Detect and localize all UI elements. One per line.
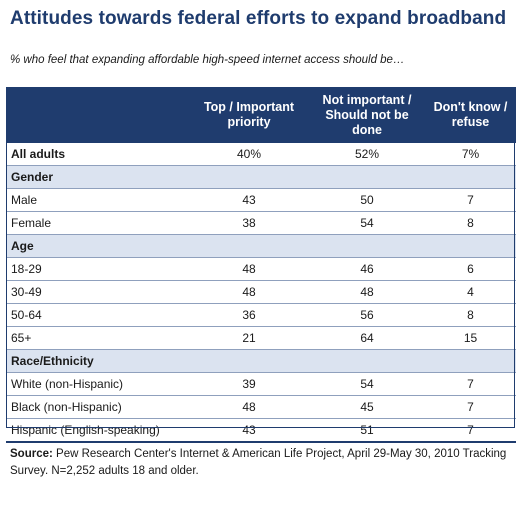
table-row: 65+ 21 64 15 [6,326,516,350]
cell-value: 21 [189,326,309,350]
cell-value: 4 [425,280,516,304]
table-row: 50-64 36 56 8 [6,303,516,327]
row-label: White (non-Hispanic) [6,372,189,396]
cell-value: 7 [425,418,516,443]
chart-title: Attitudes towards federal efforts to exp… [10,8,507,29]
cell-value: 15 [425,326,516,350]
cell-value: 40% [189,143,309,166]
cell-value: 36 [189,303,309,327]
cell-value: 43 [189,418,309,443]
row-label: Age [6,234,516,258]
cell-value: 64 [309,326,425,350]
section-header-row: Race/Ethnicity [6,349,516,373]
table-row: Black (non-Hispanic) 48 45 7 [6,395,516,419]
row-label: 65+ [6,326,189,350]
table-row: White (non-Hispanic) 39 54 7 [6,372,516,396]
cell-value: 45 [309,395,425,419]
cell-value: 48 [189,257,309,281]
row-label: Black (non-Hispanic) [6,395,189,419]
cell-value: 48 [309,280,425,304]
row-label: 30-49 [6,280,189,304]
cell-value: 7 [425,395,516,419]
section-header-row: Gender [6,165,516,189]
header-row: Top / Important priority Not important /… [6,87,516,143]
table-row: Hispanic (English-speaking) 43 51 7 [6,418,516,443]
row-label: All adults [6,143,189,166]
cell-value: 7% [425,143,516,166]
cell-value: 54 [309,372,425,396]
cell-value: 54 [309,211,425,235]
cell-value: 50 [309,188,425,212]
cell-value: 8 [425,303,516,327]
row-label: 50-64 [6,303,189,327]
cell-value: 38 [189,211,309,235]
row-label: Gender [6,165,516,189]
table-row: Female 38 54 8 [6,211,516,235]
total-row: All adults 40% 52% 7% [6,143,516,166]
cell-value: 8 [425,211,516,235]
table-row: 30-49 48 48 4 [6,280,516,304]
section-header-row: Age [6,234,516,258]
row-label: Race/Ethnicity [6,349,516,373]
table-body: All adults 40% 52% 7% Gender Male 43 50 7 Female 3… [6,143,516,443]
row-label: 18-29 [6,257,189,281]
chart-subtitle: % who feel that expanding affordable hig… [10,54,405,66]
cell-value: 6 [425,257,516,281]
cell-value: 51 [309,418,425,443]
header-blank [6,87,189,143]
column-header: Top / Important priority [189,87,309,143]
column-header: Not important / Should not be done [309,87,425,143]
results-table: Top / Important priority Not important /… [6,87,516,443]
cell-value: 7 [425,188,516,212]
source-note: Source: Pew Research Center's Internet &… [10,446,516,480]
cell-value: 7 [425,372,516,396]
source-text: Pew Research Center's Internet & America… [10,448,507,477]
source-label: Source: [10,448,53,460]
table-row: 18-29 48 46 6 [6,257,516,281]
cell-value: 56 [309,303,425,327]
table-row: Male 43 50 7 [6,188,516,212]
cell-value: 48 [189,395,309,419]
cell-value: 48 [189,280,309,304]
row-label: Hispanic (English-speaking) [6,418,189,443]
row-label: Male [6,188,189,212]
column-header: Don't know / refuse [425,87,516,143]
row-label: Female [6,211,189,235]
cell-value: 52% [309,143,425,166]
cell-value: 43 [189,188,309,212]
cell-value: 46 [309,257,425,281]
cell-value: 39 [189,372,309,396]
